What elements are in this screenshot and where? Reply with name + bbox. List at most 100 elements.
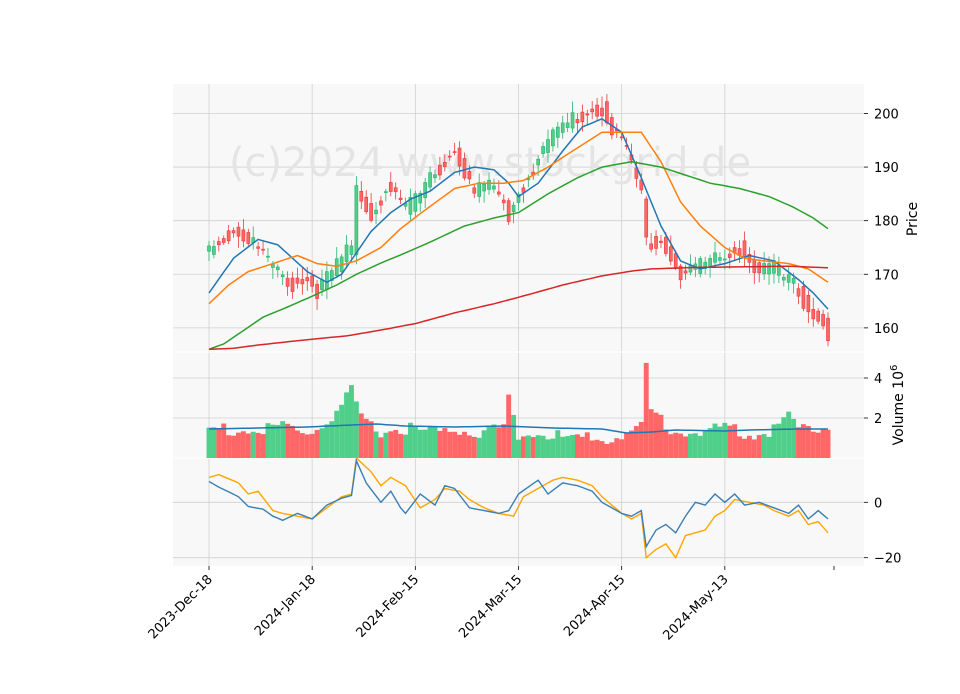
volume-bar bbox=[614, 438, 620, 458]
candle-body bbox=[369, 203, 373, 221]
volume-bar bbox=[290, 425, 295, 458]
volume-bar bbox=[466, 435, 472, 458]
candle-body bbox=[280, 274, 285, 278]
candle-body bbox=[698, 258, 703, 274]
candle-body bbox=[393, 187, 398, 193]
candle-body bbox=[315, 283, 319, 299]
candle-body bbox=[501, 199, 506, 204]
candle-body bbox=[757, 262, 762, 274]
candle-body bbox=[374, 209, 378, 215]
volume-bar bbox=[584, 432, 590, 458]
volume-bar bbox=[471, 436, 477, 458]
volume-bar bbox=[349, 385, 354, 458]
volume-bar bbox=[432, 426, 438, 458]
volume-bar bbox=[294, 430, 300, 458]
candle-body bbox=[762, 263, 766, 275]
volume-bar bbox=[240, 431, 246, 458]
candle-body bbox=[664, 236, 668, 254]
candle-body bbox=[575, 119, 580, 124]
volume-bar bbox=[756, 435, 762, 458]
volume-bar bbox=[791, 418, 797, 458]
candle-body bbox=[349, 245, 354, 255]
volume-bar bbox=[727, 425, 733, 458]
x-tick-label: 2024-Mar-15 bbox=[456, 572, 525, 641]
volume-bar bbox=[560, 436, 566, 458]
volume-bar bbox=[683, 436, 688, 458]
candle-body bbox=[497, 191, 501, 195]
price-series bbox=[207, 94, 830, 351]
candle-body bbox=[241, 229, 246, 242]
candle-body bbox=[570, 112, 575, 129]
candle-body bbox=[271, 264, 275, 268]
volume-bar bbox=[619, 439, 625, 458]
volume-bar bbox=[786, 411, 792, 458]
candle-body bbox=[398, 197, 403, 200]
volume-bar bbox=[393, 429, 399, 458]
x-tick-label: 2024-Jan-18 bbox=[252, 572, 319, 639]
candle-body bbox=[379, 200, 383, 206]
candle-body bbox=[408, 196, 413, 215]
volume-bar bbox=[368, 421, 374, 458]
volume-bar bbox=[746, 435, 752, 458]
volume-bar bbox=[805, 425, 811, 458]
y-tick-label: 0 bbox=[874, 496, 882, 511]
candle-body bbox=[212, 246, 216, 255]
candle-body bbox=[256, 246, 260, 249]
candle-body bbox=[384, 191, 388, 193]
candle-body bbox=[492, 185, 496, 190]
candle-body bbox=[801, 286, 806, 309]
volume-bar bbox=[383, 432, 389, 458]
x-tick-label: 2024-May-13 bbox=[660, 572, 731, 643]
volume-bar bbox=[324, 424, 330, 458]
y-tick-label: 160 bbox=[874, 322, 899, 337]
candle-body bbox=[477, 182, 482, 197]
y-axes: 160 170 180 190 200 2 4 0 −20 bbox=[864, 107, 901, 567]
candle-body bbox=[555, 126, 560, 138]
candle-body bbox=[236, 226, 241, 237]
volume-series bbox=[206, 362, 831, 458]
candle-body bbox=[546, 139, 550, 153]
candle-body bbox=[231, 230, 236, 234]
volume-bar bbox=[486, 426, 492, 458]
volume-bar bbox=[422, 429, 428, 458]
candle-body bbox=[467, 171, 472, 180]
volume-bar bbox=[692, 433, 698, 458]
volume-bar bbox=[565, 436, 571, 458]
x-tick-label: 2023-Dec-18 bbox=[146, 572, 216, 642]
volume-bar bbox=[412, 426, 418, 458]
volume-bar bbox=[643, 362, 649, 458]
candle-body bbox=[413, 193, 418, 212]
candle-body bbox=[246, 232, 251, 244]
candle-body bbox=[344, 244, 349, 262]
candle-body bbox=[506, 200, 511, 222]
x-tick-label: 2024-Apr-15 bbox=[561, 572, 628, 639]
candle-body bbox=[673, 253, 678, 268]
volume-bar bbox=[501, 424, 507, 458]
y-tick-label: 190 bbox=[874, 161, 899, 176]
volume-bar bbox=[550, 438, 556, 458]
candle-body bbox=[423, 182, 427, 199]
candle-body bbox=[295, 277, 300, 284]
candle-body bbox=[359, 190, 364, 202]
candle-body bbox=[364, 196, 369, 213]
candle-body bbox=[310, 275, 314, 287]
candle-body bbox=[447, 155, 452, 158]
volume-bar bbox=[275, 424, 281, 458]
candle-body bbox=[786, 274, 791, 283]
candle-body bbox=[659, 240, 663, 243]
x-tick-label: 2024-Feb-15 bbox=[354, 572, 423, 641]
volume-bar bbox=[319, 428, 325, 458]
volume-bar bbox=[511, 414, 517, 458]
volume-bar bbox=[417, 429, 423, 458]
volume-bar bbox=[211, 427, 217, 458]
moving-average-ma10 bbox=[208, 117, 829, 310]
volume-bar bbox=[663, 429, 669, 458]
volume-bar bbox=[540, 435, 546, 458]
candle-body bbox=[649, 243, 653, 250]
volume-bar bbox=[707, 428, 713, 458]
volume-bar bbox=[589, 440, 595, 458]
volume-bar bbox=[545, 439, 551, 458]
volume-bar bbox=[658, 414, 664, 458]
volume-bar bbox=[226, 435, 232, 458]
